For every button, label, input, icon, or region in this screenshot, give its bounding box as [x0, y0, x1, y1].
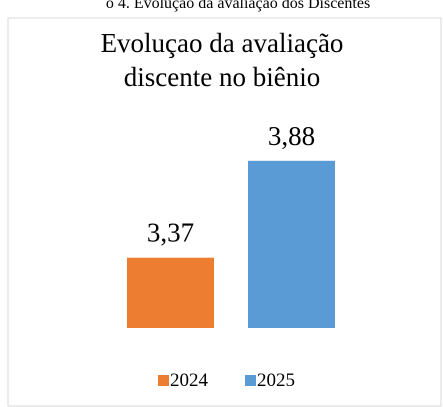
bar [248, 160, 335, 328]
chart-title: Evoluçao da avaliação [101, 28, 344, 58]
legend-label: 2025 [257, 370, 295, 391]
data-label: 3,37 [147, 218, 194, 248]
figure-caption: o 4. Evolução da avaliação dos Discentes [106, 0, 370, 12]
legend-label: 2024 [170, 370, 209, 391]
bar [127, 257, 214, 328]
legend-swatch [158, 375, 169, 386]
chart-title: discente no biênio [124, 62, 320, 92]
legend-swatch [245, 375, 256, 386]
chart-frame [7, 17, 442, 407]
data-label: 3,88 [268, 121, 315, 151]
